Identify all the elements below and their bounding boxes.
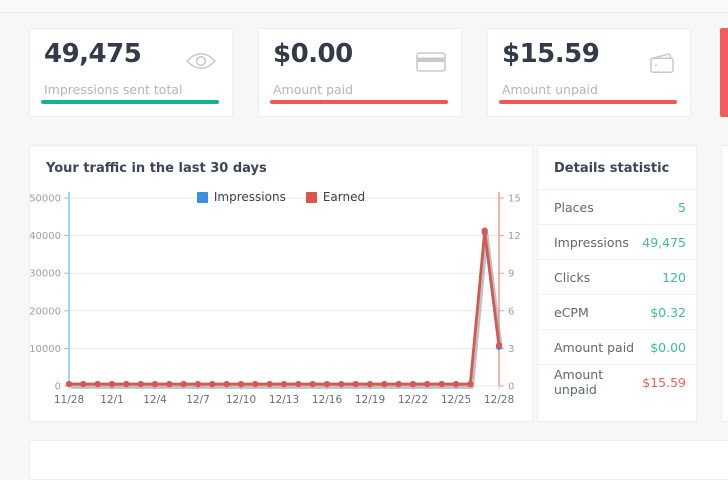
bottom-partial-panel [29,440,728,480]
top-bar [0,0,728,13]
amount-unpaid-label: Amount unpaid [502,82,598,97]
detail-value: $0.32 [650,304,686,320]
svg-text:12/7: 12/7 [186,394,210,406]
amount-paid-label: Amount paid [273,82,354,97]
svg-text:10000: 10000 [30,344,61,355]
wallet-icon [649,51,675,79]
svg-text:0: 0 [55,382,61,393]
detail-row-places: Places 5 [538,189,696,224]
detail-value: $0.00 [650,339,686,355]
accent-bar-green [41,100,219,104]
svg-text:12/28: 12/28 [484,394,514,406]
detail-label: Amount unpaid [554,367,604,397]
svg-text:15: 15 [508,194,521,205]
amount-unpaid-value: $15.59 [502,39,600,69]
legend-label-impressions: Impressions [213,190,286,204]
detail-label: Impressions [554,234,629,250]
svg-text:50000: 50000 [30,194,61,205]
svg-text:12/25: 12/25 [441,394,471,406]
legend-label-earned: Earned [322,190,366,204]
right-partial-panel [721,145,728,422]
details-statistic-panel: Details statistic Places 5 Impressions 4… [537,145,697,422]
svg-text:12/16: 12/16 [312,394,343,406]
svg-text:30000: 30000 [30,269,61,280]
earned-swatch [305,191,317,203]
svg-text:3: 3 [508,344,514,355]
chart-title: Your traffic in the last 30 days [46,161,267,176]
eye-icon [185,51,217,75]
legend-item-earned[interactable]: Earned [305,190,366,204]
detail-row-ecpm: eCPM $0.32 [538,294,696,329]
detail-value: 49,475 [642,234,686,250]
stat-card-partial [720,28,728,117]
traffic-chart-panel: Your traffic in the last 30 days Impress… [29,145,533,422]
stat-card-amount-paid: $0.00 Amount paid [258,28,462,117]
impressions-swatch [196,191,208,203]
traffic-line-chart: 0 10000 20000 30000 40000 50000 0 3 6 9 12 15 11/28 1… [30,192,521,406]
detail-label: Amount paid [554,339,635,355]
detail-label: Clicks [554,269,591,285]
accent-bar-red [499,100,677,104]
svg-text:12/19: 12/19 [355,394,385,406]
stat-card-impressions: 49,475 Impressions sent total [29,28,233,117]
impressions-total-label: Impressions sent total [44,82,183,97]
svg-text:11/28: 11/28 [54,394,84,406]
detail-row-amount-unpaid: Amount unpaid $15.59 [538,364,696,399]
svg-text:9: 9 [508,269,514,280]
detail-value: 120 [662,269,686,285]
svg-text:12/1: 12/1 [100,394,124,406]
svg-text:6: 6 [508,306,514,317]
credit-card-icon [416,51,446,77]
svg-text:12/22: 12/22 [398,394,428,406]
details-rows: Places 5 Impressions 49,475 Clicks 120 e… [538,189,696,399]
details-title: Details statistic [554,161,670,176]
svg-text:12/4: 12/4 [143,394,167,406]
svg-text:12/10: 12/10 [226,394,256,406]
svg-text:40000: 40000 [30,231,61,242]
detail-label: eCPM [554,304,589,320]
detail-label: Places [554,199,594,215]
detail-value: $15.59 [642,374,686,390]
accent-bar-red [270,100,448,104]
impressions-total-value: 49,475 [44,39,142,69]
detail-value: 5 [678,199,686,215]
stat-card-amount-unpaid: $15.59 Amount unpaid [487,28,691,117]
svg-text:20000: 20000 [30,306,61,317]
chart-legend: Impressions Earned [30,190,532,204]
svg-text:12: 12 [508,231,521,242]
detail-row-impressions: Impressions 49,475 [538,224,696,259]
svg-text:12/13: 12/13 [269,394,299,406]
svg-text:0: 0 [508,382,514,393]
legend-item-impressions[interactable]: Impressions [196,190,286,204]
amount-paid-value: $0.00 [273,39,353,69]
detail-row-amount-paid: Amount paid $0.00 [538,329,696,364]
detail-row-clicks: Clicks 120 [538,259,696,294]
